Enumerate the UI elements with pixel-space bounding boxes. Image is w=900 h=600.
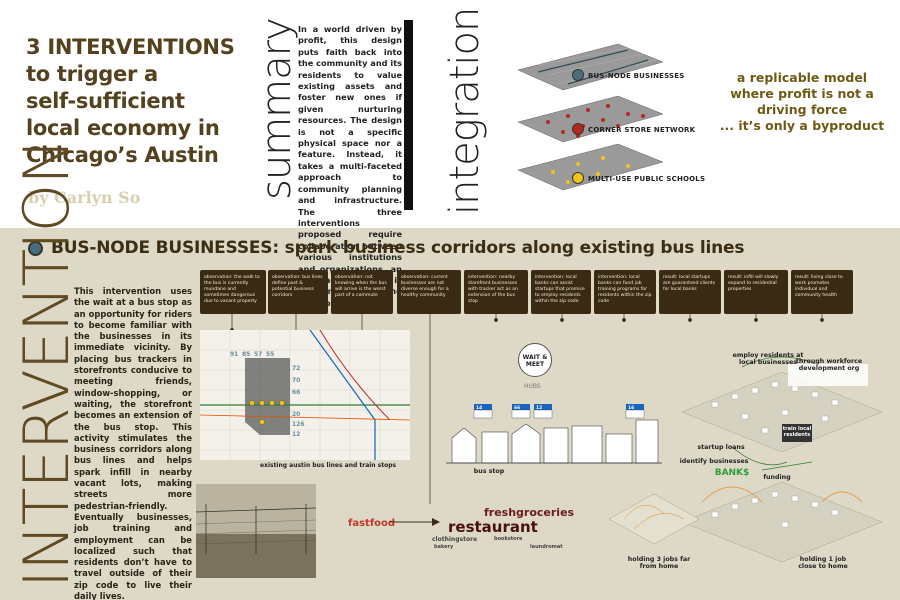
school-dot-icon bbox=[572, 172, 584, 184]
word: restaurant bbox=[448, 518, 538, 536]
route-number: 57 bbox=[254, 351, 262, 358]
callout: intervention: nearby storefront business… bbox=[464, 270, 528, 314]
title-line: local economy in bbox=[26, 116, 220, 140]
tagline: a replicable model where profit is not a… bbox=[712, 70, 892, 134]
banks-label: BANK$ bbox=[714, 468, 750, 478]
one-job-label: holding 1 job close to home bbox=[798, 556, 848, 570]
route-number: 126 bbox=[292, 421, 305, 428]
title-line: self-sufficient bbox=[26, 89, 185, 113]
neighborhood-diagram bbox=[681, 356, 883, 563]
train-residents-label: train local residents bbox=[782, 426, 812, 438]
route-number: 91 bbox=[230, 351, 238, 358]
arrow-icon bbox=[390, 518, 440, 526]
route-number: 55 bbox=[266, 351, 274, 358]
intervention-heading: INTERVENTION bbox=[10, 139, 83, 588]
route-number: 70 bbox=[292, 377, 300, 384]
route-number: 85 bbox=[242, 351, 250, 358]
layer-label: MULTI-USE PUBLIC SCHOOLS bbox=[588, 175, 706, 183]
route-number: 66 bbox=[292, 389, 300, 396]
workforce-label: through workforce development org bbox=[795, 358, 863, 372]
tagline-line: where profit is not a bbox=[730, 86, 874, 101]
callout: result: local startups are guaranteed cl… bbox=[659, 270, 721, 314]
tagline-line: ... it’s only a byproduct bbox=[719, 118, 885, 133]
startup-loans-label: startup loans bbox=[697, 444, 745, 451]
route-number: 72 bbox=[292, 365, 300, 372]
callout: observation: bus lines define past & pot… bbox=[268, 270, 328, 314]
divider-bar bbox=[404, 20, 413, 210]
site-photo bbox=[196, 484, 316, 578]
tracker-number: 66 bbox=[514, 405, 520, 411]
page-title: 3 INTERVENTIONS to trigger a self-suffic… bbox=[26, 34, 241, 169]
tracker-number: 14 bbox=[476, 405, 482, 411]
tracker-number: 12 bbox=[536, 405, 542, 411]
word: fastfood bbox=[348, 518, 396, 529]
storefront-elevation: 14 66 12 16 bbox=[446, 404, 662, 464]
author-byline: by Carlyn So bbox=[28, 188, 141, 207]
word: freshgroceries bbox=[484, 506, 575, 519]
word: clothingstore bbox=[432, 536, 478, 543]
funding-label: funding bbox=[763, 474, 791, 481]
layer-label: CORNER STORE NETWORK bbox=[588, 126, 696, 134]
layer-label: BUS-NODE BUSINESSES bbox=[588, 72, 685, 80]
wait-meet-badge: WAIT & MEET bbox=[518, 343, 552, 377]
word: bookstore bbox=[494, 536, 523, 542]
callout: result: infill will slowly expand to res… bbox=[724, 270, 788, 314]
word: laundromat bbox=[530, 544, 563, 550]
tagline-line: a replicable model bbox=[736, 70, 868, 85]
bus-node-dot-icon bbox=[28, 240, 43, 256]
intervention-text: This intervention uses the wait at a bus… bbox=[74, 286, 192, 600]
integration-heading: integration bbox=[442, 7, 488, 215]
summary-panel bbox=[0, 0, 900, 228]
callout: result: living close to work promotes in… bbox=[791, 270, 853, 314]
layer-map-bus bbox=[517, 43, 664, 91]
word: bakery bbox=[434, 544, 454, 550]
callout: intervention: local banks can fund job t… bbox=[594, 270, 656, 314]
layer-map-corner bbox=[517, 95, 664, 143]
map-caption: existing austin bus lines and train stop… bbox=[260, 462, 397, 469]
callout: intervention: local banks can assist sta… bbox=[531, 270, 591, 314]
tracker-number: 16 bbox=[628, 405, 634, 411]
hubs-label: HUBS bbox=[524, 383, 541, 390]
bus-lines-map: 91 85 57 55 72 70 66 20 126 12 bbox=[200, 330, 410, 460]
route-number: 12 bbox=[292, 431, 300, 438]
identify-label: identify businesses bbox=[679, 458, 749, 465]
title-line: to trigger a bbox=[26, 62, 158, 86]
title-line: Chicago’s Austin bbox=[26, 143, 219, 167]
bus-stop-label: bus stop bbox=[473, 468, 505, 475]
band-title: BUS-NODE BUSINESSES: spark business corr… bbox=[51, 238, 745, 258]
bus-node-dot-icon bbox=[572, 69, 584, 81]
three-jobs-label: holding 3 jobs far from home bbox=[627, 556, 691, 570]
summary-text: In a world driven by profit, this design… bbox=[298, 24, 402, 308]
callout: observation: current businesses are not … bbox=[397, 270, 461, 314]
title-line: 3 INTERVENTIONS bbox=[26, 35, 235, 59]
route-number: 20 bbox=[292, 411, 300, 418]
corner-store-dot-icon bbox=[572, 123, 584, 135]
callout: observation: not knowing when the bus wi… bbox=[331, 270, 393, 314]
employ-label: employ residents at local businesses bbox=[732, 352, 804, 366]
layer-map-schools bbox=[517, 143, 664, 191]
callout: observation: the walk to the bus is curr… bbox=[200, 270, 266, 314]
tagline-line: driving force bbox=[756, 102, 848, 117]
band-header: BUS-NODE BUSINESSES: spark business corr… bbox=[28, 238, 745, 258]
scattered-jobs-diagram bbox=[608, 493, 700, 545]
summary-heading: summary bbox=[254, 18, 300, 200]
